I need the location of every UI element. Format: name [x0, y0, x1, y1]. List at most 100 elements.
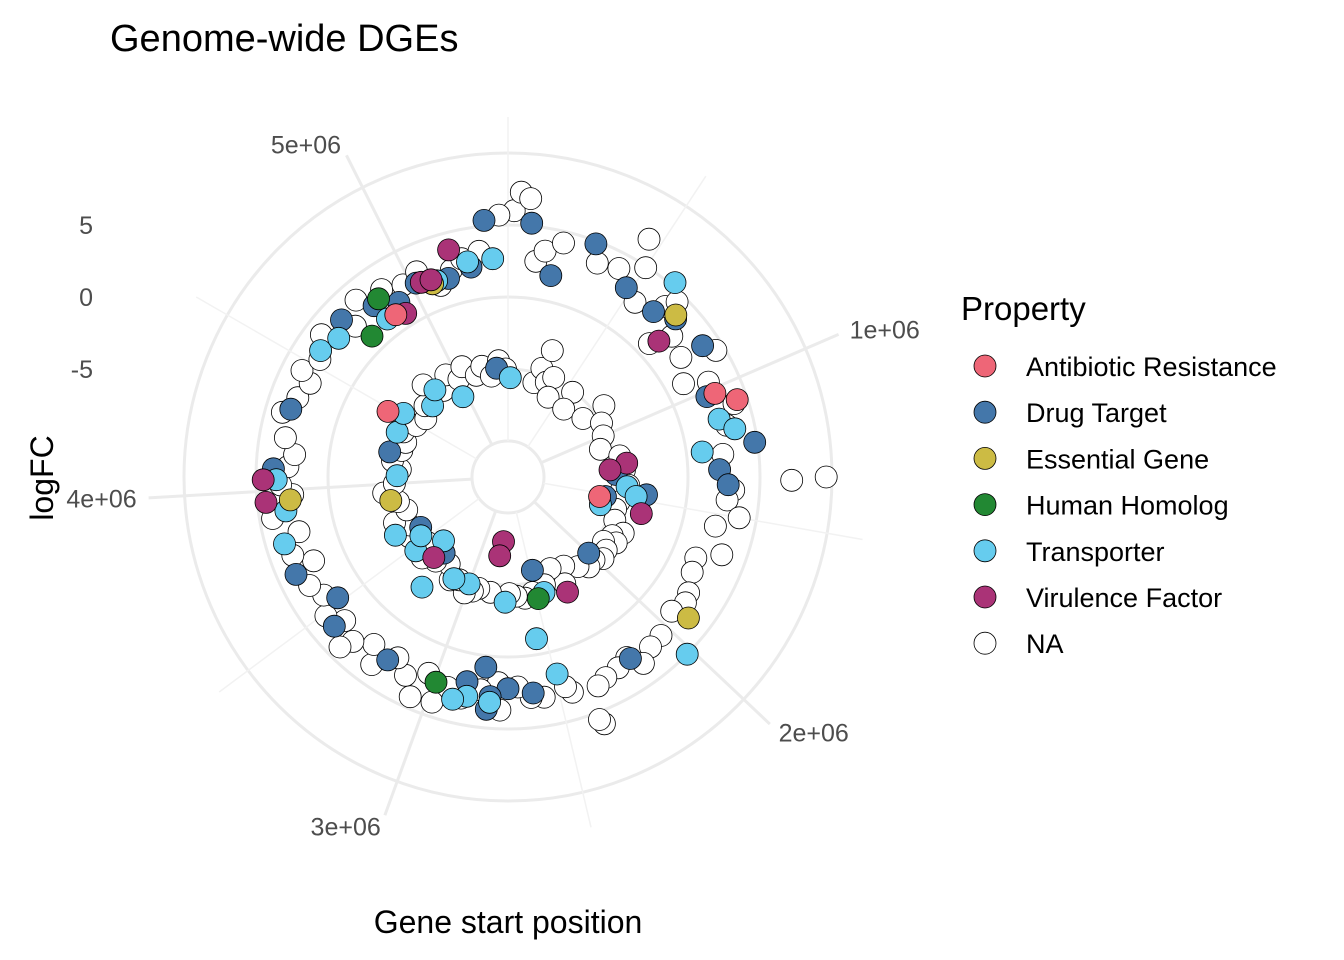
point-drug-target [743, 430, 767, 454]
point-antibiotic-resistance [703, 381, 727, 405]
theta-tick-label: 4e+06 [66, 486, 136, 514]
point-drug-target [376, 648, 400, 672]
point-na [780, 468, 804, 492]
point-na [552, 397, 576, 421]
point-na [637, 227, 661, 251]
theta-axis-ticks: 1e+06 2e+06 3e+06 4e+06 5e+06 [66, 132, 919, 842]
point-na [290, 359, 314, 382]
point-virulence-factor [598, 458, 622, 482]
point-transporter [525, 627, 548, 651]
point-transporter [690, 440, 714, 464]
point-na [398, 685, 422, 709]
point-transporter [545, 662, 569, 686]
point-drug-target [520, 211, 544, 235]
point-virulence-factor [254, 490, 278, 514]
point-transporter [410, 575, 434, 599]
grid-ring [470, 439, 546, 515]
point-drug-target [472, 208, 496, 232]
point-transporter [675, 642, 699, 666]
point-na [536, 385, 560, 409]
grid-spoke-major [540, 333, 840, 465]
point-na [328, 635, 352, 659]
legend-label: Virulence Factor [1026, 583, 1222, 613]
legend-key [973, 354, 997, 378]
point-transporter [481, 247, 505, 271]
point-transporter [663, 271, 687, 295]
point-na [710, 543, 734, 567]
point-na [669, 345, 693, 369]
point-transporter [498, 366, 522, 390]
point-essential-gene [278, 488, 302, 512]
point-human-homolog [424, 670, 448, 694]
point-drug-target [619, 647, 642, 670]
point-na [585, 251, 609, 275]
theta-tick-label: 3e+06 [311, 814, 381, 842]
point-na [727, 506, 751, 530]
point-essential-gene [379, 489, 403, 512]
polar-grid [148, 117, 863, 828]
point-antibiotic-resistance [725, 388, 749, 412]
r-tick-label: -5 [71, 356, 93, 384]
point-transporter [478, 690, 502, 714]
legend: Property Antibiotic Resistance Drug Targe… [961, 290, 1277, 659]
point-transporter [309, 339, 333, 363]
point-drug-target [521, 681, 545, 705]
theta-tick-label: 5e+06 [271, 132, 341, 160]
point-na [519, 187, 543, 211]
point-transporter [441, 687, 465, 711]
point-na [588, 708, 611, 731]
point-transporter [327, 326, 351, 350]
point-transporter [273, 532, 296, 556]
point-human-homolog [367, 287, 390, 311]
grid-spoke-major [383, 510, 498, 816]
point-essential-gene [664, 303, 688, 327]
point-virulence-factor [419, 268, 443, 292]
point-drug-target [539, 264, 563, 288]
point-na [540, 339, 564, 363]
point-transporter [723, 417, 747, 441]
point-antibiotic-resistance [384, 303, 408, 327]
point-na [589, 437, 612, 461]
y-axis-title: logFC [24, 435, 60, 520]
legend-label: NA [1026, 629, 1064, 659]
r-tick-label: 0 [79, 284, 93, 312]
point-na [634, 256, 658, 280]
data-points [251, 180, 838, 736]
legend-key [973, 493, 997, 517]
point-virulence-factor [647, 329, 671, 353]
legend-key [973, 539, 997, 563]
grid-spoke-minor [218, 497, 480, 693]
point-drug-target [614, 276, 638, 300]
point-transporter [383, 523, 407, 547]
point-na [586, 674, 610, 698]
point-drug-target [577, 541, 601, 565]
legend-key [973, 585, 997, 609]
point-drug-target [284, 563, 308, 586]
r-axis-ticks: -5 0 5 [71, 212, 93, 384]
grid-spoke-minor [195, 296, 478, 460]
point-drug-target [691, 334, 714, 358]
point-human-homolog [360, 324, 384, 348]
point-transporter [442, 567, 466, 591]
legend-label: Drug Target [1026, 398, 1167, 428]
point-transporter [385, 464, 409, 488]
point-na [672, 372, 695, 396]
point-drug-target [322, 614, 346, 638]
point-virulence-factor [488, 544, 512, 568]
point-drug-target [474, 655, 498, 679]
legend-key [973, 631, 997, 655]
point-drug-target [642, 300, 665, 324]
r-tick-label: 5 [79, 212, 93, 240]
point-essential-gene [677, 606, 700, 630]
point-drug-target [326, 586, 350, 610]
point-na [607, 257, 631, 280]
legend-key [973, 446, 997, 470]
legend-title: Property [961, 290, 1086, 327]
point-virulence-factor [251, 468, 275, 492]
legend-label: Antibiotic Resistance [1026, 352, 1277, 382]
point-na [302, 549, 326, 573]
point-na [814, 465, 838, 489]
point-na [542, 366, 566, 389]
legend-label: Transporter [1026, 537, 1165, 567]
